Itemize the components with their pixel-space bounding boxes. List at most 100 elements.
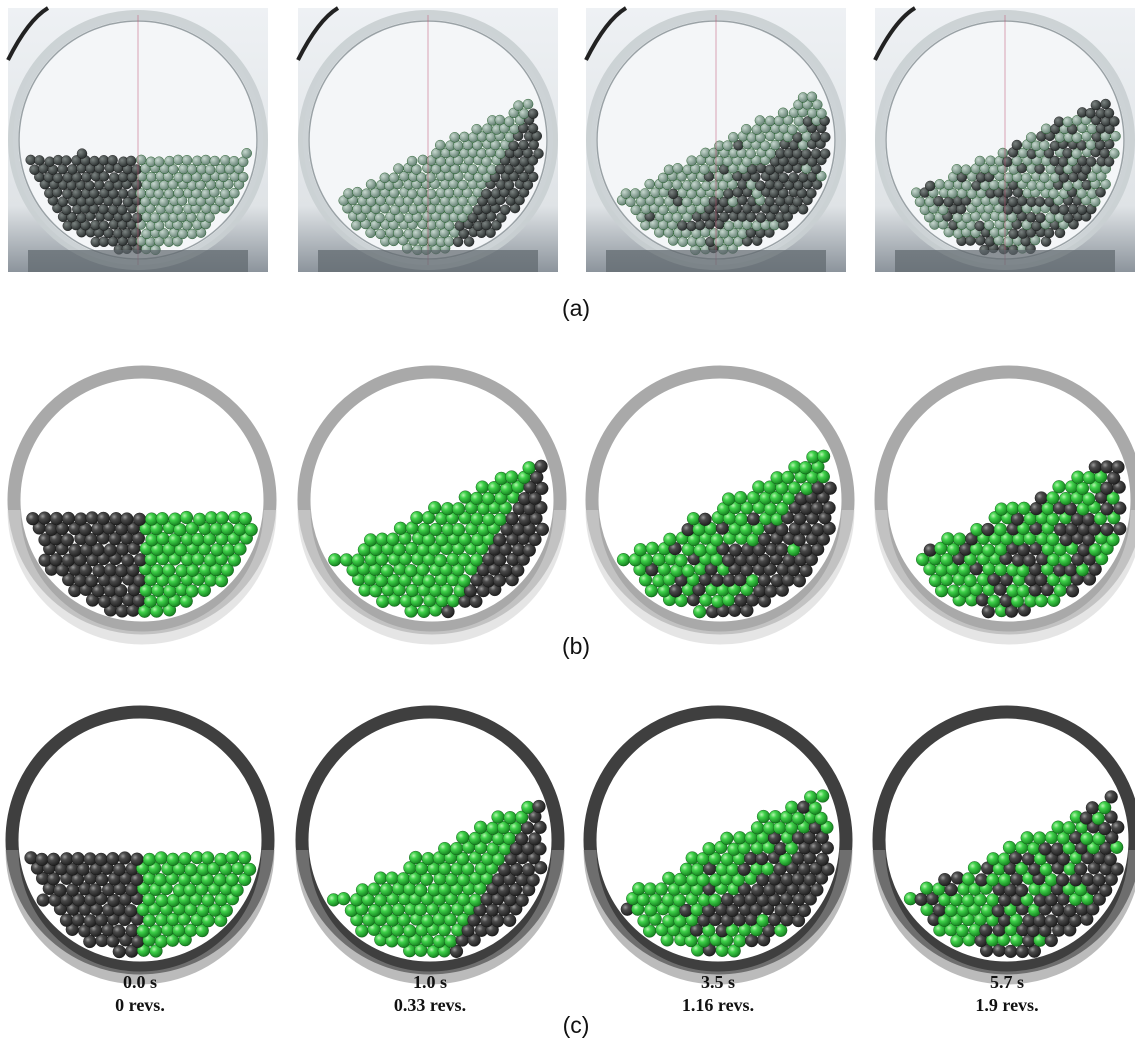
particle xyxy=(535,482,548,495)
particle xyxy=(640,189,650,199)
particle xyxy=(1006,502,1019,515)
particle xyxy=(364,534,377,547)
particle xyxy=(72,852,85,865)
simulation xyxy=(304,372,560,638)
particle xyxy=(156,894,169,907)
particle xyxy=(344,189,354,199)
particle xyxy=(337,892,350,905)
particle xyxy=(779,173,789,183)
particle xyxy=(820,149,830,159)
particle xyxy=(1041,124,1051,134)
particle xyxy=(229,156,239,166)
particle xyxy=(173,155,183,165)
particle xyxy=(328,553,341,566)
particle xyxy=(703,842,716,855)
particle xyxy=(124,904,137,917)
particle xyxy=(1009,229,1019,239)
particle xyxy=(1008,197,1018,207)
particle xyxy=(239,512,252,525)
particle xyxy=(801,149,811,159)
particle xyxy=(801,482,814,495)
particle xyxy=(987,852,1000,865)
particle xyxy=(915,197,925,207)
particle xyxy=(409,851,422,864)
particle xyxy=(721,832,734,845)
particle xyxy=(934,196,944,206)
particle xyxy=(444,935,457,948)
particle xyxy=(504,811,517,824)
particle xyxy=(75,513,88,526)
particle xyxy=(709,894,722,907)
particle xyxy=(35,853,48,866)
particle xyxy=(422,852,435,865)
particle xyxy=(481,189,491,199)
particle xyxy=(682,180,692,190)
panel-label: (b) xyxy=(562,633,590,659)
particle xyxy=(700,196,710,206)
particle xyxy=(528,109,538,119)
particle xyxy=(529,833,542,846)
particle xyxy=(433,935,446,948)
particle xyxy=(1003,841,1016,854)
particle xyxy=(118,189,128,199)
particle xyxy=(938,873,951,886)
particle xyxy=(1002,157,1012,167)
particle xyxy=(505,471,518,484)
particle xyxy=(106,852,119,865)
particle xyxy=(680,863,693,876)
particle xyxy=(807,92,817,102)
particle xyxy=(435,140,445,150)
time-caption: 5.7 s xyxy=(990,972,1024,992)
particle xyxy=(469,894,482,907)
particle xyxy=(752,125,762,135)
particle xyxy=(1059,492,1072,505)
particle xyxy=(238,851,251,864)
particle xyxy=(216,512,229,525)
particle xyxy=(925,181,935,191)
particle xyxy=(920,882,933,895)
particle xyxy=(775,543,788,556)
particle xyxy=(741,124,751,134)
particle xyxy=(243,863,256,876)
particle xyxy=(418,523,431,536)
particle xyxy=(229,188,239,198)
particle xyxy=(1018,502,1031,515)
particle xyxy=(99,221,109,231)
particle xyxy=(811,523,824,536)
particle xyxy=(699,513,712,526)
particle xyxy=(757,810,770,823)
particle xyxy=(118,852,131,865)
particle xyxy=(953,533,966,546)
particle xyxy=(770,140,780,150)
particle xyxy=(975,221,985,231)
revs-caption: 1.16 revs. xyxy=(682,995,754,1015)
particle xyxy=(187,164,197,174)
particle xyxy=(109,173,119,183)
particle xyxy=(226,851,239,864)
particle xyxy=(180,511,193,524)
particle xyxy=(54,884,67,897)
particle xyxy=(1091,100,1101,110)
particle xyxy=(962,213,972,223)
particle xyxy=(1044,228,1054,238)
particle xyxy=(1033,832,1046,845)
simulation xyxy=(879,712,1135,978)
particle xyxy=(817,109,827,119)
revs-caption: 1.9 revs. xyxy=(975,995,1038,1015)
photo xyxy=(586,8,846,272)
particle xyxy=(215,853,228,866)
particle xyxy=(434,554,447,567)
particle xyxy=(150,213,160,223)
particle xyxy=(1026,132,1036,142)
particle xyxy=(687,156,697,166)
particle xyxy=(351,220,361,230)
particle xyxy=(723,141,733,151)
particle xyxy=(444,188,454,198)
particle xyxy=(1093,874,1106,887)
particle xyxy=(1012,140,1022,150)
particle xyxy=(132,165,142,175)
particle xyxy=(470,492,483,505)
particle xyxy=(1068,204,1078,214)
particle xyxy=(798,904,811,917)
particle xyxy=(500,205,510,215)
